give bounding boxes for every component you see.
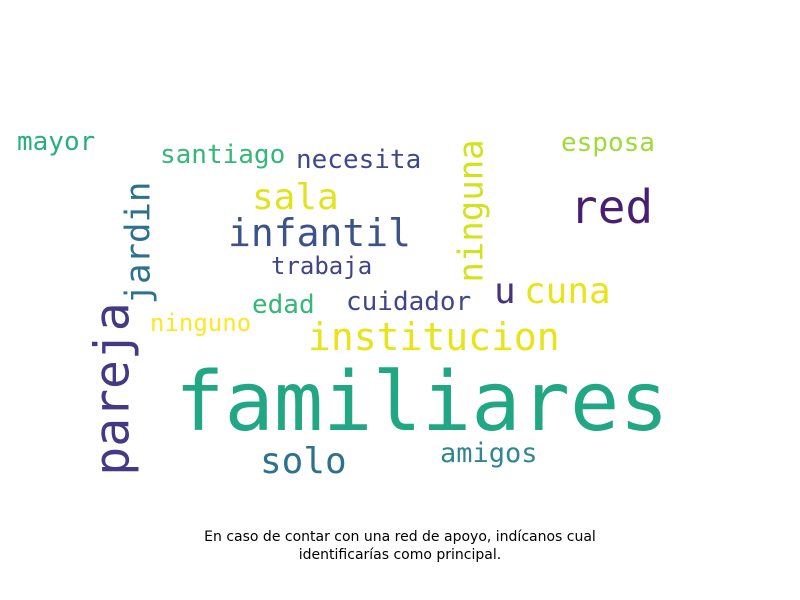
word-esposa: esposa bbox=[561, 128, 655, 158]
caption-line-2: identificarías como principal. bbox=[298, 547, 502, 563]
word-edad: edad bbox=[252, 290, 315, 320]
word-santiago: santiago bbox=[160, 140, 286, 170]
word-mayor: mayor bbox=[17, 127, 96, 157]
word-amigos: amigos bbox=[440, 438, 538, 469]
word-red: red bbox=[570, 180, 654, 234]
word-u: u bbox=[494, 271, 516, 312]
word-solo: solo bbox=[260, 441, 347, 482]
figure-caption: En caso de contar con una red de apoyo, … bbox=[100, 528, 700, 564]
word-pareja: pareja bbox=[84, 302, 141, 476]
word-cuidador: cuidador bbox=[346, 287, 472, 317]
word-infantil: infantil bbox=[228, 211, 412, 255]
word-necesita: necesita bbox=[296, 145, 422, 175]
word-institucion: institucion bbox=[308, 315, 560, 359]
word-familiares: familiares bbox=[175, 355, 669, 450]
word-cloud: familiares pareja institucion red infant… bbox=[17, 127, 669, 482]
word-cuna: cuna bbox=[524, 271, 611, 312]
word-jardin: jardin bbox=[118, 181, 159, 305]
word-sala: sala bbox=[252, 177, 339, 218]
word-trabaja: trabaja bbox=[271, 252, 373, 280]
word-ninguno: ninguno bbox=[150, 309, 252, 337]
caption-line-1: En caso de contar con una red de apoyo, … bbox=[204, 529, 596, 545]
word-ninguna: ninguna bbox=[451, 139, 492, 283]
